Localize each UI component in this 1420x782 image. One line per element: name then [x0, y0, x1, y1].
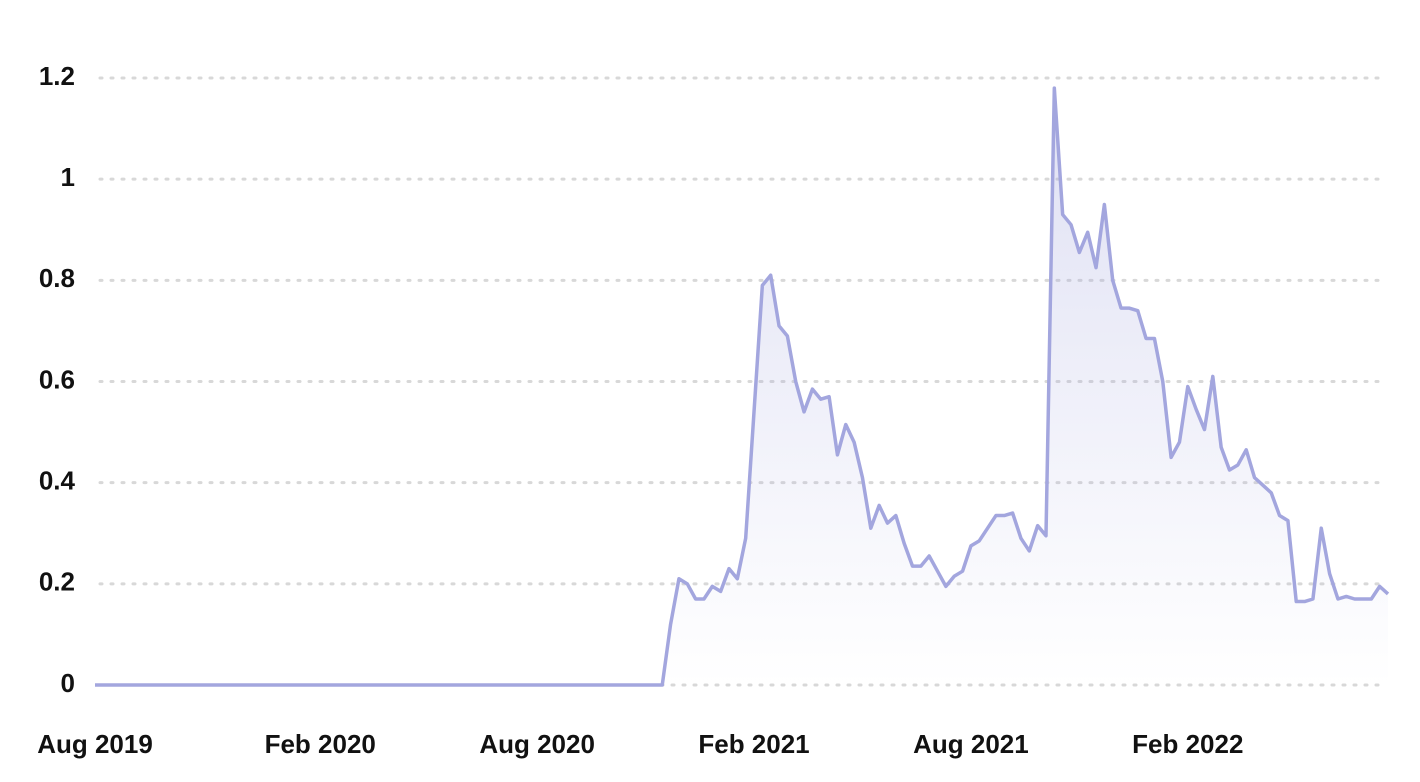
line — [95, 86, 1390, 687]
y-tick-label: 0.6 — [39, 364, 75, 394]
y-tick-label: 1 — [61, 162, 75, 192]
x-tick-label: Feb 2021 — [698, 729, 809, 759]
y-tick-label: 0 — [61, 668, 75, 698]
y-tick-label: 0.8 — [39, 263, 75, 293]
y-tick-label: 0.2 — [39, 567, 75, 597]
x-tick-label: Aug 2021 — [913, 729, 1029, 759]
y-tick-label: 1.2 — [39, 61, 75, 91]
x-tick-label: Aug 2020 — [479, 729, 595, 759]
y-tick-label: 0.4 — [39, 466, 76, 496]
x-tick-label: Feb 2020 — [265, 729, 376, 759]
area-fill — [95, 88, 1388, 686]
x-tick-label: Feb 2022 — [1132, 729, 1243, 759]
x-tick-label: Aug 2019 — [37, 729, 153, 759]
